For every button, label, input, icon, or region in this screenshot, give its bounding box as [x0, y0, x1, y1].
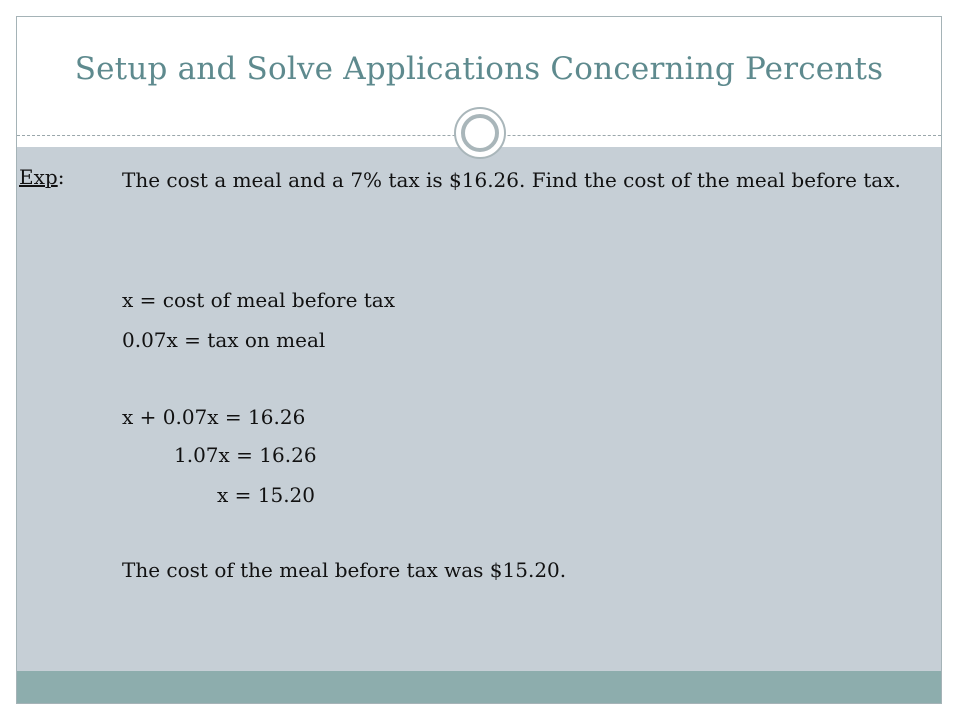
- conclusion: The cost of the meal before tax was $15.…: [122, 558, 567, 582]
- example-label-colon: :: [57, 165, 65, 189]
- example-label: Exp:: [19, 165, 64, 189]
- circle-ornament-icon: [454, 107, 506, 159]
- slide-title: Setup and Solve Applications Concerning …: [74, 51, 884, 87]
- content-area: [17, 147, 941, 671]
- definition-x: x = cost of meal before tax: [122, 288, 396, 312]
- slide: Setup and Solve Applications Concerning …: [16, 16, 942, 704]
- problem-statement: The cost a meal and a 7% tax is $16.26. …: [122, 168, 901, 192]
- definition-tax: 0.07x = tax on meal: [122, 328, 326, 352]
- equation-step-2: 1.07x = 16.26: [174, 443, 317, 467]
- example-label-text: Exp: [19, 165, 58, 189]
- equation-step-1: x + 0.07x = 16.26: [122, 405, 306, 429]
- circle-ornament-inner: [461, 114, 499, 152]
- footer-bar: [17, 671, 941, 703]
- equation-step-3: x = 15.20: [217, 483, 316, 507]
